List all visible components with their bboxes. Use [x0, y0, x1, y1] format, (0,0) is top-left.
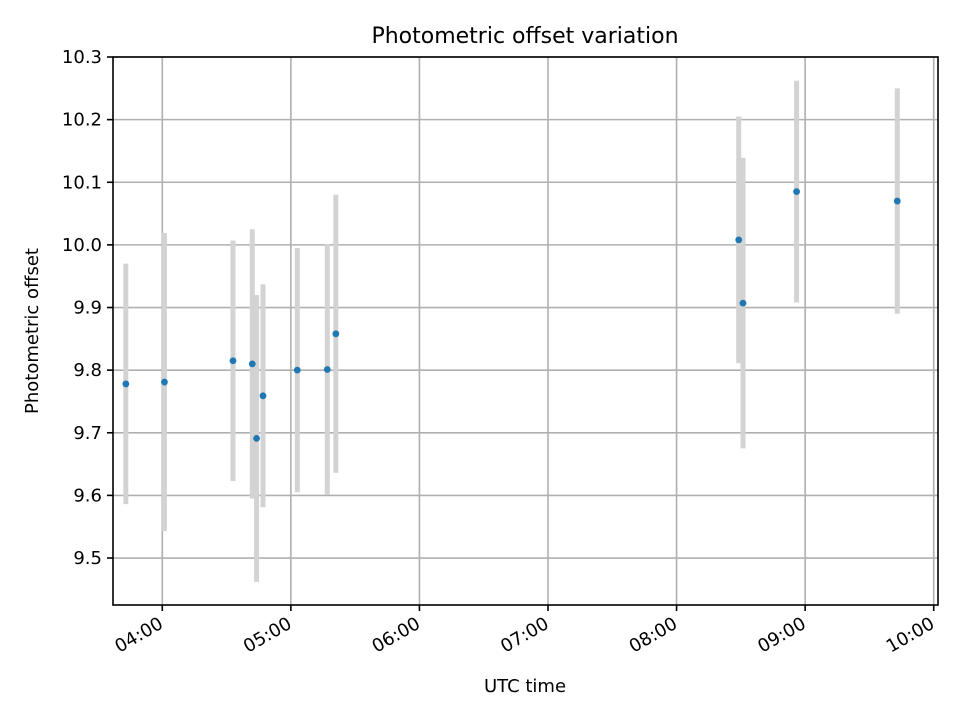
y-tick-label: 9.6 — [73, 485, 102, 506]
data-point — [735, 236, 743, 244]
data-point — [229, 357, 237, 365]
y-tick-label: 10.0 — [62, 235, 102, 256]
data-point — [259, 392, 267, 400]
data-point — [122, 380, 130, 388]
data-point — [323, 366, 331, 373]
x-tick-label: 07:00 — [497, 613, 552, 657]
y-tick-label: 9.7 — [73, 423, 102, 444]
y-tick-label: 10.2 — [62, 110, 102, 131]
plot-frame — [112, 56, 939, 606]
y-tick-label: 9.8 — [73, 360, 102, 381]
data-point — [253, 435, 260, 442]
data-point — [893, 197, 901, 205]
x-tick-label: 08:00 — [626, 613, 681, 657]
data-point — [293, 366, 301, 374]
ticks: 04:00 05:00 06:00 07:00 08:00 09:00 10:00 9.5 9.… — [62, 47, 938, 657]
data-points — [122, 188, 901, 442]
data-point — [793, 188, 800, 196]
y-tick-label: 9.9 — [73, 298, 102, 319]
y-axis-label: Photometric offset — [22, 248, 43, 414]
x-tick-label: 06:00 — [369, 613, 424, 657]
x-tick-label: 10:00 — [883, 613, 938, 657]
data-point — [248, 360, 256, 368]
chart-title: Photometric offset variation — [371, 24, 678, 49]
error-bars — [123, 80, 900, 582]
y-tick-label: 10.3 — [62, 47, 102, 68]
x-axis-label: UTC time — [484, 676, 566, 697]
x-tick-label: 04:00 — [111, 613, 166, 657]
grid-layer — [113, 56, 938, 605]
y-tick-label: 9.5 — [73, 548, 102, 569]
data-point — [739, 299, 747, 307]
x-tick-label: 05:00 — [240, 613, 295, 657]
data-point — [332, 330, 340, 338]
x-tick-label: 09:00 — [754, 613, 809, 657]
data-point — [161, 378, 168, 386]
y-tick-label: 10.1 — [62, 172, 102, 193]
